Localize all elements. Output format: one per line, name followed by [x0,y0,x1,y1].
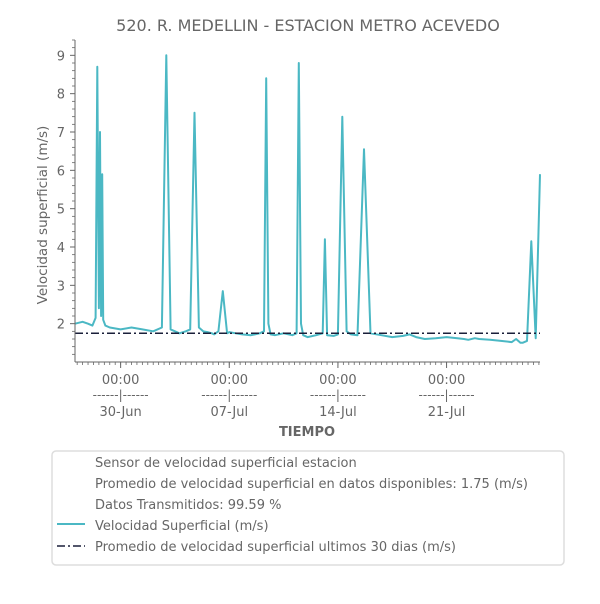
y-tick-label: 3 [57,279,65,294]
x-tick-time-label: 00:00 [102,373,139,388]
y-tick-label: 7 [57,126,65,141]
y-tick-label: 5 [57,203,65,218]
y-tick-label: 2 [57,318,65,333]
legend-label-average: Promedio de velocidad superficial ultimo… [95,540,456,555]
series-velocity-line [74,54,541,344]
legend-box [51,450,565,566]
plot-area [74,54,541,344]
y-tick-label: 6 [57,164,65,179]
x-tick-date-label: 14-Jul [319,405,357,420]
x-axis-label: TIEMPO [279,425,335,440]
x-tick-date-label: 07-Jul [210,405,248,420]
legend-info-line: Datos Transmitidos: 99.59 % [95,498,281,513]
axes: 2345678900:00------|------30-Jun00:00---… [57,39,540,420]
y-tick-label: 8 [57,88,65,103]
x-tick-date-label: 30-Jun [99,405,141,420]
y-tick-label: 9 [57,49,65,64]
x-tick-separator-label: ------|------ [201,388,257,402]
x-tick-time-label: 00:00 [211,373,248,388]
y-axis-label: Velocidad superficial (m/s) [35,126,51,305]
x-tick-time-label: 00:00 [428,373,465,388]
chart-title: 520. R. MEDELLIN - ESTACION METRO ACEVED… [116,16,500,35]
x-tick-separator-label: ------|------ [93,388,149,402]
legend: Sensor de velocidad superficial estacion… [51,450,565,566]
y-tick-label: 4 [57,241,65,256]
legend-info-line: Promedio de velocidad superficial en dat… [95,477,528,492]
x-tick-separator-label: ------|------ [310,388,366,402]
legend-info-line: Sensor de velocidad superficial estacion [95,456,357,471]
legend-label-velocity: Velocidad Superficial (m/s) [95,519,269,534]
x-tick-separator-label: ------|------ [419,388,475,402]
x-tick-time-label: 00:00 [319,373,356,388]
x-tick-date-label: 21-Jul [428,405,466,420]
